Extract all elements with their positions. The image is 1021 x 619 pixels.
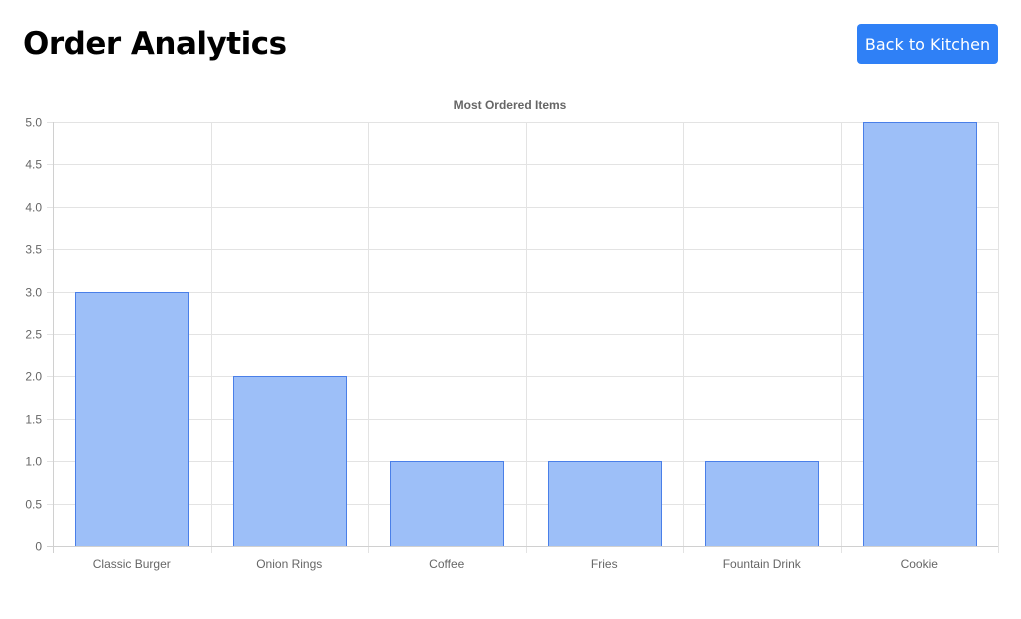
y-tick-label: 4.5 xyxy=(25,158,42,172)
bar-fountain-drink xyxy=(705,461,819,547)
y-tick-label: 0 xyxy=(35,540,42,554)
x-tick-label: Fries xyxy=(591,557,618,571)
y-tick-label: 2.0 xyxy=(25,370,42,384)
y-tick-label: 5.0 xyxy=(25,116,42,130)
x-tick-label: Classic Burger xyxy=(93,557,171,571)
y-tick-label: 0.5 xyxy=(25,498,42,512)
back-to-kitchen-button[interactable]: Back to Kitchen xyxy=(857,24,998,64)
x-tick-label: Coffee xyxy=(429,557,464,571)
grid-layer xyxy=(47,122,999,553)
chart-title: Most Ordered Items xyxy=(454,98,567,112)
bar-fries xyxy=(548,461,662,547)
x-tick-label: Cookie xyxy=(901,557,939,571)
bar-cookie xyxy=(863,122,977,547)
bars-layer xyxy=(75,122,977,547)
y-tick-label: 3.5 xyxy=(25,243,42,257)
bar-onion-rings xyxy=(233,376,347,547)
y-tick-label: 1.5 xyxy=(25,413,42,427)
y-tick-label: 3.0 xyxy=(25,286,42,300)
x-tick-label: Fountain Drink xyxy=(723,557,802,571)
page-title: Order Analytics xyxy=(23,26,287,62)
y-tick-label: 2.5 xyxy=(25,328,42,342)
y-tick-label: 4.0 xyxy=(25,201,42,215)
bar-coffee xyxy=(390,461,504,547)
labels-layer: 0 0.5 1.0 1.5 2.0 2.5 3.0 3.5 4.0 4.5 5.0 Classic B… xyxy=(25,116,938,572)
axes-layer xyxy=(47,122,998,553)
y-tick-label: 1.0 xyxy=(25,455,42,469)
bar-classic-burger xyxy=(75,292,189,547)
x-tick-label: Onion Rings xyxy=(256,557,322,571)
